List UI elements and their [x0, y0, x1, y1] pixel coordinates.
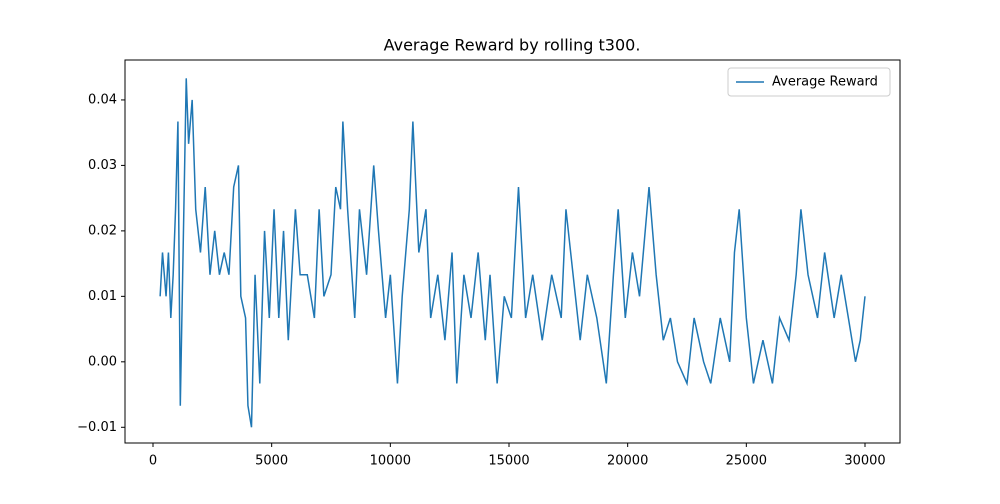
y-tick-label: 0.03 [88, 158, 117, 173]
y-tick-label: 0.02 [88, 223, 117, 238]
plot-frame [124, 59, 901, 444]
y-tick-label: −0.01 [77, 420, 117, 435]
x-tick-label: 20000 [607, 454, 648, 469]
y-tick-label: 0.01 [88, 289, 117, 304]
chart-title: Average Reward by rolling t300. [384, 36, 641, 55]
x-tick-label: 10000 [370, 454, 411, 469]
legend-box [727, 67, 891, 97]
legend-label: Average Reward [772, 75, 878, 90]
x-tick-label: 15000 [488, 454, 529, 469]
data-line [159, 78, 866, 428]
y-tick-label: 0.04 [88, 92, 117, 107]
y-tick-label: 0.00 [88, 354, 117, 369]
x-tick-label: 30000 [844, 454, 885, 469]
x-tick-label: 25000 [726, 454, 767, 469]
x-tick-label: 0 [149, 454, 157, 469]
x-tick-label: 5000 [255, 454, 288, 469]
